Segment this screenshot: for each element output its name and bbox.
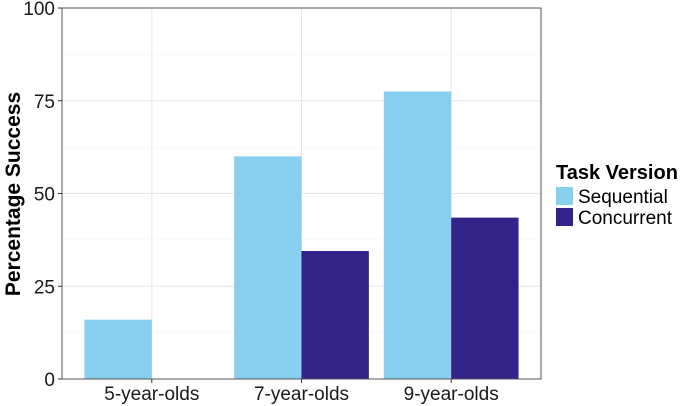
bar-sequential-5-year-olds	[84, 319, 152, 379]
legend-swatch-concurrent	[556, 208, 573, 226]
x-axis: 5-year-olds 7-year-olds 9-year-olds	[104, 379, 499, 405]
bar-sequential-9-year-olds	[383, 91, 452, 379]
x-tick-label: 9-year-olds	[404, 384, 499, 405]
legend-swatch-sequential	[556, 187, 573, 205]
y-tick-label: 50	[34, 185, 55, 206]
x-tick-label: 5-year-olds	[104, 384, 199, 405]
y-tick-label: 100	[23, 0, 55, 20]
y-tick-label: 0	[44, 370, 55, 391]
legend-title: Task Version	[556, 162, 678, 184]
bars	[84, 91, 519, 379]
bar-concurrent-9-year-olds	[451, 217, 519, 379]
x-tick-label: 7-year-olds	[254, 384, 349, 405]
legend-label-concurrent: Concurrent	[578, 208, 673, 229]
bar-concurrent-7-year-olds	[301, 251, 369, 379]
y-tick-label: 75	[34, 92, 55, 113]
y-axis: 0 25 50 75 100	[23, 0, 62, 391]
y-tick-label: 25	[34, 277, 55, 298]
legend-label-sequential: Sequential	[578, 187, 668, 208]
bar-sequential-7-year-olds	[234, 156, 302, 379]
y-axis-title: Percentage Success	[2, 92, 25, 296]
